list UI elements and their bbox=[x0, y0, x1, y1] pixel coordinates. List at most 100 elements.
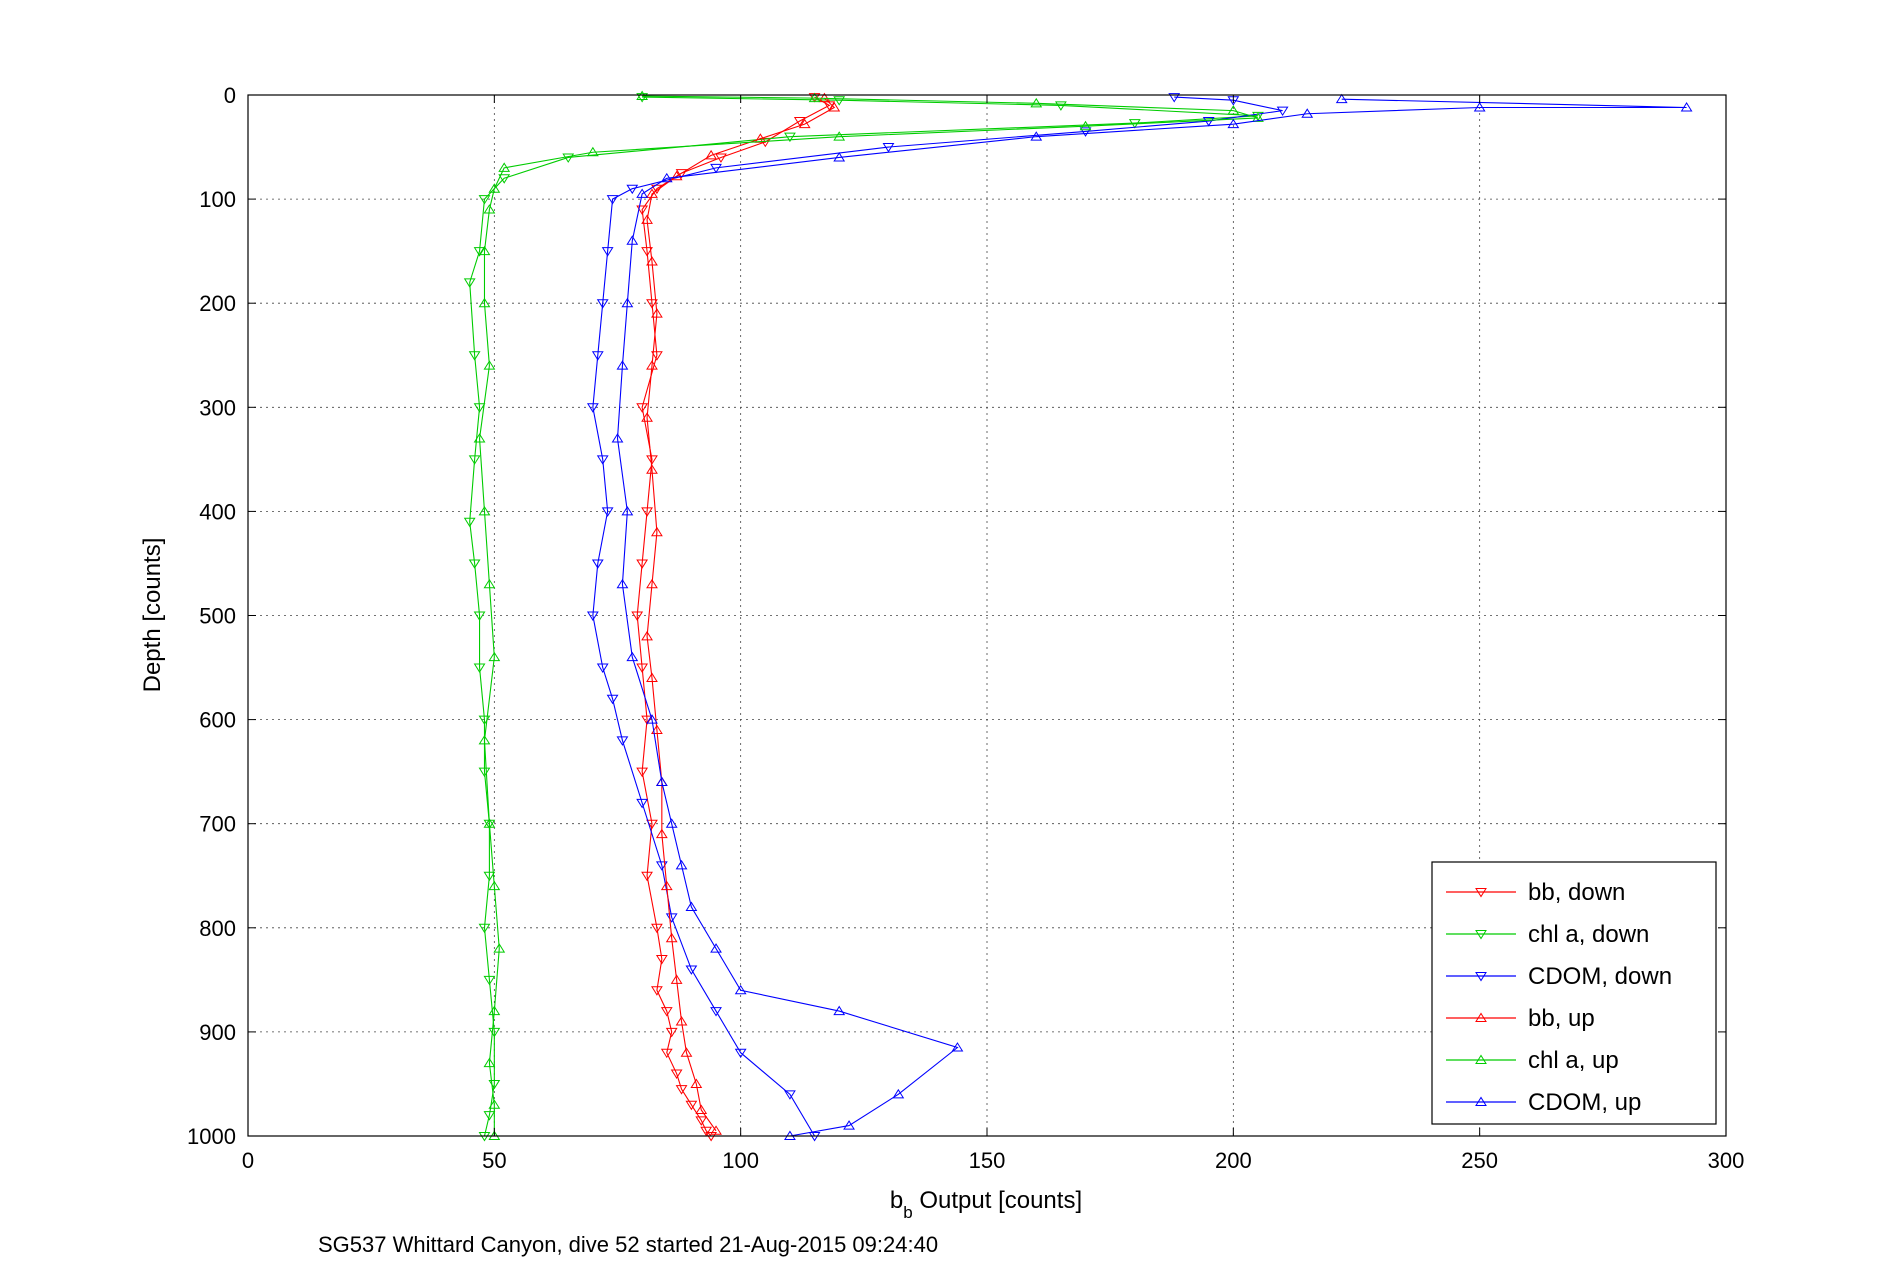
data-point bbox=[586, 403, 599, 413]
data-point bbox=[670, 1069, 683, 1079]
legend-box bbox=[1431, 861, 1717, 1125]
data-point bbox=[591, 351, 604, 361]
data-point bbox=[675, 1085, 688, 1095]
y-tick-label: 100 bbox=[199, 187, 236, 212]
data-point bbox=[498, 162, 511, 172]
data-point bbox=[665, 1027, 678, 1038]
data-point bbox=[641, 247, 653, 257]
legend-label: bb, down bbox=[1528, 879, 1625, 906]
data-point bbox=[646, 672, 658, 682]
series-line bbox=[469, 96, 1258, 1137]
y-tick-label: 200 bbox=[199, 291, 236, 316]
data-point bbox=[488, 183, 501, 193]
data-point bbox=[641, 507, 653, 517]
y-tick-label: 600 bbox=[199, 708, 236, 733]
x-tick-label: 300 bbox=[1708, 1148, 1745, 1173]
data-point bbox=[596, 455, 609, 465]
data-point bbox=[636, 93, 649, 103]
data-point bbox=[478, 297, 491, 308]
data-point bbox=[606, 694, 619, 705]
y-tick-label: 400 bbox=[199, 499, 236, 524]
data-point bbox=[665, 913, 678, 923]
legend-swatch-marker bbox=[1475, 1012, 1487, 1022]
data-point bbox=[616, 360, 629, 370]
x-tick-label: 50 bbox=[482, 1148, 506, 1173]
data-point bbox=[892, 1088, 905, 1099]
data-point bbox=[636, 205, 649, 215]
legend-label: chl a, down bbox=[1528, 921, 1649, 948]
legend-label: CDOM, up bbox=[1528, 1089, 1641, 1116]
data-point bbox=[636, 188, 649, 198]
data-point bbox=[734, 984, 747, 995]
data-point bbox=[655, 776, 668, 787]
series-chl-a-up bbox=[473, 90, 1264, 1140]
data-point bbox=[596, 663, 609, 673]
data-point bbox=[468, 351, 481, 361]
legend-label: bb, up bbox=[1528, 1005, 1595, 1032]
legend-entry: chl a, down bbox=[1446, 921, 1649, 948]
data-point bbox=[700, 1126, 713, 1137]
data-point bbox=[695, 1104, 708, 1114]
data-point bbox=[646, 188, 658, 198]
y-tick-label: 1000 bbox=[187, 1124, 236, 1149]
data-point bbox=[798, 118, 811, 129]
data-point bbox=[651, 351, 663, 361]
data-point bbox=[1680, 102, 1693, 112]
data-point bbox=[646, 299, 658, 309]
x-axis-label: bb Output [counts] bbox=[890, 1187, 1082, 1222]
data-point bbox=[636, 767, 649, 778]
data-point bbox=[651, 526, 663, 537]
data-point bbox=[641, 630, 653, 641]
data-point bbox=[493, 943, 506, 953]
data-point bbox=[478, 245, 491, 256]
y-tick-label: 0 bbox=[224, 83, 236, 108]
data-point bbox=[488, 880, 501, 891]
data-point bbox=[601, 507, 614, 517]
x-tick-label: 100 bbox=[722, 1148, 759, 1173]
data-point bbox=[675, 1016, 688, 1026]
data-point bbox=[641, 715, 653, 726]
data-point bbox=[651, 986, 663, 996]
data-point bbox=[675, 859, 688, 870]
data-point bbox=[705, 149, 718, 160]
data-point bbox=[1276, 106, 1289, 117]
x-tick-label: 250 bbox=[1461, 1148, 1498, 1173]
data-point bbox=[626, 651, 639, 662]
data-point bbox=[1168, 93, 1181, 103]
data-point bbox=[478, 195, 491, 205]
data-point bbox=[616, 578, 629, 589]
data-point bbox=[690, 1078, 703, 1088]
series-line bbox=[616, 98, 1687, 1137]
data-point bbox=[1030, 131, 1043, 141]
legend-entry: bb, down bbox=[1446, 879, 1625, 906]
data-point bbox=[646, 455, 658, 465]
data-point bbox=[473, 247, 486, 257]
data-point bbox=[660, 1048, 673, 1059]
data-point bbox=[710, 943, 722, 953]
legend-swatch-marker bbox=[1475, 972, 1487, 982]
data-point bbox=[562, 153, 575, 163]
data-point bbox=[463, 278, 476, 288]
data-point bbox=[833, 131, 846, 141]
data-point bbox=[818, 92, 831, 103]
data-point bbox=[611, 433, 624, 443]
data-point bbox=[631, 611, 644, 621]
data-point bbox=[951, 1042, 964, 1052]
data-point bbox=[1227, 105, 1240, 115]
data-point bbox=[685, 1100, 698, 1111]
data-point bbox=[606, 195, 619, 205]
data-point bbox=[483, 975, 496, 986]
data-point bbox=[710, 1007, 722, 1017]
data-point bbox=[641, 871, 653, 882]
y-axis-label: Depth [counts] bbox=[139, 538, 166, 693]
data-point bbox=[478, 734, 491, 745]
data-point bbox=[675, 169, 688, 179]
data-point bbox=[715, 153, 727, 163]
series-layer bbox=[463, 90, 1693, 1142]
data-point bbox=[626, 184, 639, 195]
data-point bbox=[646, 819, 658, 830]
data-point bbox=[483, 1057, 496, 1068]
data-point bbox=[596, 299, 609, 309]
legend-entry: CDOM, down bbox=[1446, 963, 1672, 990]
data-point bbox=[734, 1048, 747, 1059]
